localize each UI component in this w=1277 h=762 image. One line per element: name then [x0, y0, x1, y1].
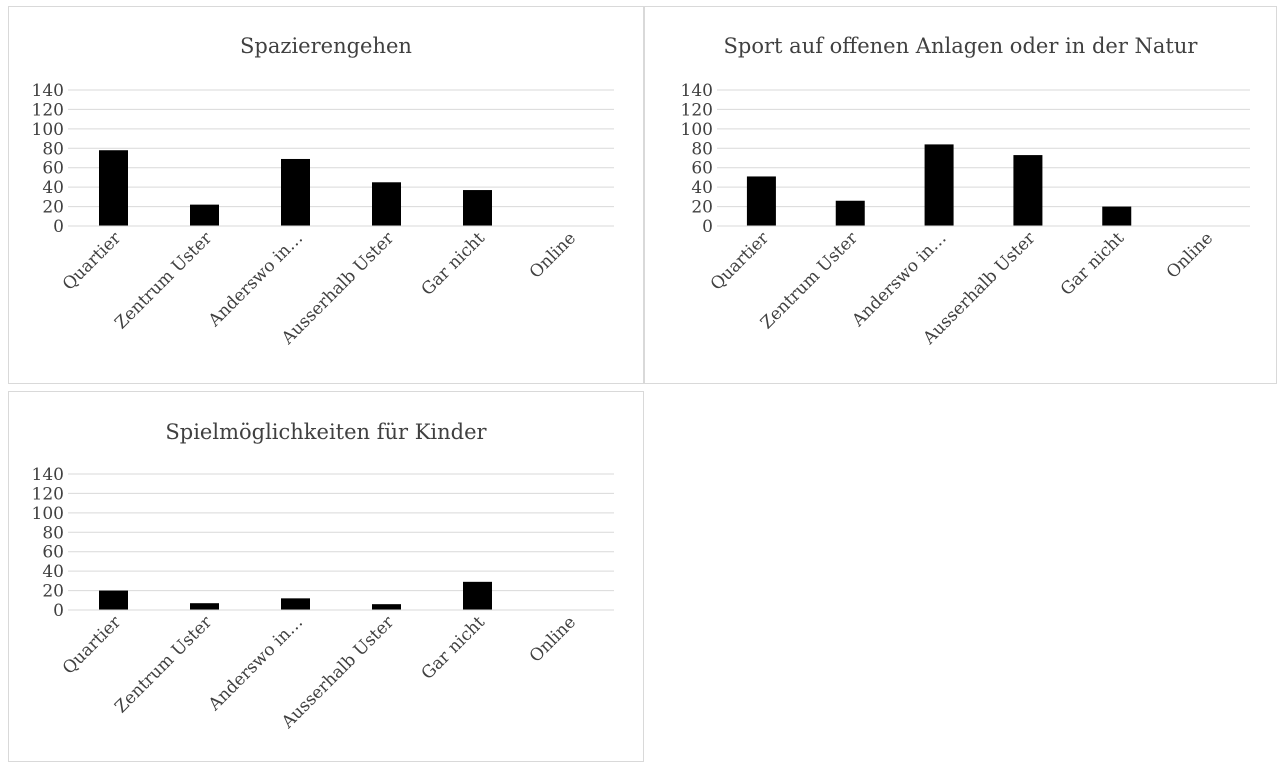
bar: [835, 200, 865, 226]
y-tick-label: 100: [681, 120, 713, 140]
bar: [99, 150, 128, 226]
y-tick-label: 100: [32, 120, 64, 140]
y-tick-label: 40: [42, 562, 64, 582]
bar: [190, 204, 219, 226]
chart-sport: Sport auf offenen Anlagen oder in der Na…: [644, 6, 1277, 384]
chart-title: Spazierengehen: [240, 34, 412, 58]
x-category-label: Gar nicht: [418, 612, 489, 683]
y-tick-label: 0: [702, 217, 713, 237]
bar: [1102, 206, 1132, 226]
x-category-label: Online: [526, 612, 580, 666]
bar: [924, 144, 954, 226]
x-category-label: Anderswo in…: [204, 612, 307, 715]
chart-title: Sport auf offenen Anlagen oder in der Na…: [724, 34, 1199, 58]
y-tick-label: 100: [32, 504, 64, 524]
bar: [190, 603, 219, 610]
x-category-label: Online: [1163, 228, 1217, 282]
bar: [463, 581, 492, 610]
y-tick-label: 20: [691, 198, 713, 218]
x-category-label: Quartier: [59, 228, 126, 295]
x-category-label: Zentrum Uster: [757, 228, 862, 333]
y-tick-label: 140: [32, 81, 64, 101]
y-tick-label: 140: [32, 465, 64, 485]
y-tick-label: 80: [42, 523, 64, 543]
x-category-label: Zentrum Uster: [111, 228, 216, 333]
y-tick-label: 60: [42, 159, 64, 179]
bar: [463, 190, 492, 226]
bar: [746, 176, 776, 226]
x-category-label: Quartier: [707, 228, 774, 295]
y-tick-label: 140: [681, 81, 713, 101]
y-tick-label: 20: [42, 582, 64, 602]
y-tick-label: 60: [42, 543, 64, 563]
x-category-label: Anderswo in…: [848, 228, 951, 331]
chart-spielmoeglichkeiten: Spielmöglichkeiten für Kinder 0 20 40 60 80 10…: [8, 391, 644, 762]
chart-spazierengehen: Spazierengehen 0 20 40 60 80 100 120 140 Quartier…: [8, 6, 644, 384]
bar: [281, 598, 310, 610]
y-tick-label: 80: [42, 139, 64, 159]
bar: [281, 158, 310, 226]
y-tick-label: 0: [53, 601, 64, 621]
bar: [99, 590, 128, 610]
chart-svg: Spielmöglichkeiten für Kinder 02040608010…: [32, 420, 614, 733]
y-tick-label: 120: [32, 100, 64, 120]
y-tick-label: 80: [691, 139, 713, 159]
y-tick-label: 0: [53, 217, 64, 237]
x-category-label: Online: [526, 228, 580, 282]
bar: [372, 182, 401, 226]
x-category-label: Anderswo in…: [204, 228, 307, 331]
y-tick-label: 60: [691, 159, 713, 179]
chart-title: Spielmöglichkeiten für Kinder: [165, 420, 487, 444]
y-tick-label: 40: [691, 178, 713, 198]
bar: [372, 604, 401, 610]
y-tick-label: 40: [42, 178, 64, 198]
x-category-label: Quartier: [59, 612, 126, 679]
y-tick-label: 20: [42, 198, 64, 218]
y-tick-label: 120: [32, 484, 64, 504]
x-category-label: Gar nicht: [1057, 228, 1128, 299]
y-tick-label: 120: [681, 100, 713, 120]
x-category-label: Zentrum Uster: [111, 612, 216, 717]
x-category-label: Gar nicht: [418, 228, 489, 299]
bar: [1013, 155, 1043, 226]
chart-svg: Sport auf offenen Anlagen oder in der Na…: [681, 34, 1250, 349]
